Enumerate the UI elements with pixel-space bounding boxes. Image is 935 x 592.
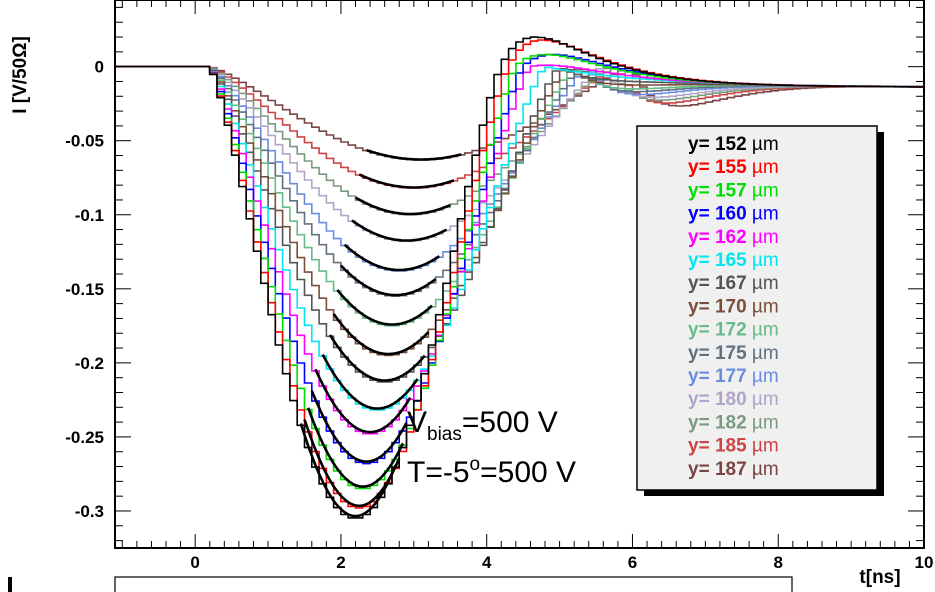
x-tick-label: 6 bbox=[628, 553, 637, 572]
legend-entry: y= 177 µm bbox=[688, 366, 779, 387]
fit-curves bbox=[299, 148, 462, 518]
y-tick-label: 0 bbox=[95, 58, 104, 77]
legend-entry: y= 187 µm bbox=[688, 459, 779, 480]
annotation: Vbias=500 V T=-5o=500 V bbox=[407, 406, 576, 489]
y-tick-label: -0.1 bbox=[75, 206, 104, 225]
y-tick-label: -0.15 bbox=[65, 280, 104, 299]
y-tick-label: -0.3 bbox=[75, 502, 104, 521]
fit-curve bbox=[339, 264, 437, 297]
fit-curve bbox=[303, 419, 401, 508]
fit-curve bbox=[332, 313, 430, 356]
legend-entry: y= 165 µm bbox=[688, 250, 779, 271]
axis-tick-labels: 0 2 4 6 8 10 0 -0.05 -0.1 -0.15 -0.2 -0.25 -0.3 bbox=[65, 58, 933, 572]
fit-curve bbox=[310, 390, 408, 463]
legend-entry: y= 160 µm bbox=[688, 204, 779, 225]
y-tick-label: -0.2 bbox=[75, 354, 104, 373]
legend-entry: y= 185 µm bbox=[688, 436, 779, 457]
legend-entry: y= 172 µm bbox=[688, 320, 779, 341]
fit-curve bbox=[336, 289, 433, 326]
fit-curve bbox=[358, 173, 455, 189]
fit-curve bbox=[351, 219, 448, 242]
annotation-line-1: Vbias=500 V bbox=[407, 406, 558, 445]
annotation-line-2: T=-5o=500 V bbox=[407, 454, 576, 489]
legend-entry: y= 152 µm bbox=[688, 134, 779, 155]
x-tick-label: 4 bbox=[482, 553, 492, 572]
legend-entry: y= 182 µm bbox=[688, 412, 779, 433]
legend-entry: y= 167 µm bbox=[688, 273, 779, 294]
fit-curve bbox=[365, 148, 462, 161]
lower-panel-edge bbox=[114, 576, 793, 592]
bottom-fragment bbox=[8, 576, 793, 592]
fit-curve bbox=[306, 407, 405, 488]
legend: y= 152 µmy= 155 µmy= 157 µmy= 160 µmy= 1… bbox=[636, 125, 884, 496]
axis-ticks bbox=[115, 0, 925, 548]
legend-box bbox=[636, 125, 878, 491]
fit-curve bbox=[343, 243, 441, 272]
fit-curve bbox=[354, 196, 451, 216]
legend-entry: y= 170 µm bbox=[688, 296, 779, 317]
series-line bbox=[115, 65, 924, 189]
y-tick-label: -0.25 bbox=[65, 428, 104, 447]
series-line bbox=[115, 36, 924, 519]
fit-curve bbox=[314, 368, 412, 434]
x-tick-label: 2 bbox=[336, 553, 345, 572]
x-tick-label: 10 bbox=[915, 553, 934, 572]
legend-entry: y= 155 µm bbox=[688, 157, 779, 178]
fit-curve bbox=[328, 334, 426, 382]
legend-entry: y= 180 µm bbox=[688, 389, 779, 410]
x-tick-label: 8 bbox=[773, 553, 782, 572]
lower-panel-label-fragment bbox=[8, 577, 12, 592]
fit-curve bbox=[299, 423, 397, 518]
legend-entry: y= 157 µm bbox=[688, 180, 779, 201]
x-tick-label: 0 bbox=[190, 553, 199, 572]
y-axis-title: I [V/50Ω] bbox=[10, 36, 31, 114]
y-tick-label: -0.05 bbox=[65, 132, 104, 151]
x-axis-title: t[ns] bbox=[859, 567, 900, 588]
legend-entry: y= 175 µm bbox=[688, 343, 779, 364]
series-line bbox=[115, 65, 924, 161]
legend-entry: y= 162 µm bbox=[688, 227, 779, 248]
series-lines bbox=[115, 36, 924, 519]
fit-curve bbox=[321, 353, 419, 410]
